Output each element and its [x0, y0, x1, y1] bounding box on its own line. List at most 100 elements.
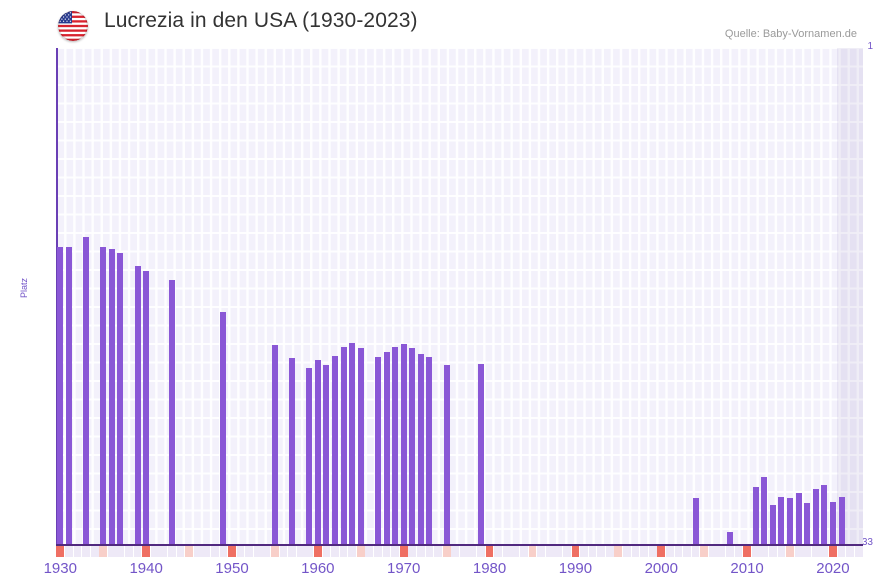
us-flag-icon: [58, 11, 88, 41]
bar-2013[interactable]: [769, 505, 776, 545]
bar-1935[interactable]: [100, 246, 107, 545]
y-axis-line: [56, 48, 58, 545]
bar-1968[interactable]: [383, 352, 390, 545]
bar-1936[interactable]: [108, 248, 115, 545]
year-marker-1963: [339, 546, 348, 557]
bar-2004[interactable]: [692, 498, 699, 545]
year-marker-1962: [331, 546, 339, 557]
bar-2008[interactable]: [726, 532, 733, 545]
year-marker-1944: [176, 546, 185, 557]
year-marker-1998: [640, 546, 648, 557]
bar-1964[interactable]: [349, 343, 356, 545]
year-marker-2013: [768, 546, 777, 557]
year-marker-1940: [142, 546, 151, 557]
bar-2017[interactable]: [804, 503, 811, 545]
year-marker-2005: [700, 546, 709, 557]
year-marker-1934: [90, 546, 99, 557]
bar-1971[interactable]: [409, 347, 416, 545]
year-marker-2022: [846, 546, 854, 557]
x-axis-line: [56, 544, 863, 546]
bar-1955[interactable]: [271, 345, 278, 545]
bar-1979[interactable]: [477, 363, 484, 545]
bar-2012[interactable]: [761, 476, 768, 545]
year-marker-2000: [657, 546, 666, 557]
year-marker-1952: [245, 546, 254, 557]
bar-1939[interactable]: [134, 266, 141, 545]
bar-2014[interactable]: [778, 497, 785, 545]
year-marker-1960: [313, 546, 322, 557]
year-marker-1976: [451, 546, 460, 557]
year-marker-2014: [777, 546, 786, 557]
bar-1970[interactable]: [400, 343, 407, 545]
year-marker-1954: [262, 546, 271, 557]
year-marker-1959: [305, 546, 314, 557]
bar-1972[interactable]: [417, 354, 424, 545]
x-axis-tick-1930: 1930: [43, 560, 77, 577]
year-marker-1981: [494, 546, 503, 557]
year-marker-1991: [580, 546, 588, 557]
year-marker-1964: [348, 546, 357, 557]
bar-1957[interactable]: [289, 357, 296, 545]
year-marker-1979: [477, 546, 485, 557]
bar-2021[interactable]: [838, 497, 845, 545]
plot-gridlines: [56, 48, 863, 545]
year-marker-1993: [597, 546, 606, 557]
year-marker-1975: [442, 546, 451, 557]
year-marker-1955: [271, 546, 279, 557]
bar-1962[interactable]: [332, 356, 339, 545]
year-marker-2021: [837, 546, 846, 557]
plot-area: [56, 48, 863, 545]
bar-2018[interactable]: [812, 489, 819, 545]
year-marker-1956: [279, 546, 288, 557]
year-marker-1945: [185, 546, 193, 557]
year-marker-1988: [554, 546, 563, 557]
bar-1959[interactable]: [306, 368, 313, 545]
year-marker-1943: [168, 546, 176, 557]
bar-1949[interactable]: [220, 312, 227, 545]
year-marker-1933: [82, 546, 90, 557]
bar-1933[interactable]: [83, 236, 90, 545]
bar-2019[interactable]: [821, 484, 828, 545]
bar-1943[interactable]: [168, 279, 175, 545]
bar-2016[interactable]: [795, 493, 802, 545]
bar-1940[interactable]: [143, 271, 150, 545]
bar-1960[interactable]: [314, 360, 321, 545]
year-marker-strip: [56, 546, 863, 557]
year-marker-1984: [519, 546, 528, 557]
bar-1975[interactable]: [443, 365, 450, 545]
bar-1965[interactable]: [357, 347, 364, 545]
page-title: Lucrezia in den USA (1930-2023): [104, 9, 418, 32]
bar-1961[interactable]: [323, 365, 330, 545]
year-marker-1937: [116, 546, 125, 557]
year-marker-1997: [631, 546, 640, 557]
bar-1963[interactable]: [340, 346, 347, 545]
x-axis-tick-2010: 2010: [730, 560, 764, 577]
x-axis-tick-2000: 2000: [644, 560, 678, 577]
bar-1930[interactable]: [57, 246, 64, 545]
x-axis-tick-1970: 1970: [387, 560, 421, 577]
x-axis-tick-1960: 1960: [301, 560, 335, 577]
bar-1937[interactable]: [117, 252, 124, 545]
year-marker-2001: [665, 546, 674, 557]
year-marker-2015: [786, 546, 794, 557]
year-marker-1980: [485, 546, 494, 557]
bar-1969[interactable]: [392, 347, 399, 545]
year-marker-1957: [288, 546, 296, 557]
bar-1967[interactable]: [374, 357, 381, 545]
year-marker-1983: [511, 546, 520, 557]
year-marker-1950: [228, 546, 236, 557]
year-marker-2002: [674, 546, 683, 557]
year-marker-1977: [459, 546, 468, 557]
year-marker-2008: [726, 546, 734, 557]
bar-1973[interactable]: [426, 357, 433, 545]
year-marker-1967: [374, 546, 382, 557]
bar-2015[interactable]: [787, 497, 794, 545]
bar-2020[interactable]: [829, 502, 836, 545]
year-marker-1992: [588, 546, 597, 557]
year-marker-1938: [125, 546, 133, 557]
source-label: Quelle: Baby-Vornamen.de: [724, 28, 857, 40]
bar-2011[interactable]: [752, 486, 759, 545]
year-marker-1995: [614, 546, 623, 557]
bar-1931[interactable]: [65, 246, 72, 545]
